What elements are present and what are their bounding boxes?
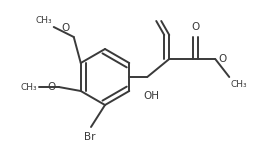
Text: O: O [191,22,199,32]
Text: O: O [61,23,70,33]
Text: O: O [48,82,56,92]
Text: CH₃: CH₃ [230,80,247,89]
Text: CH₃: CH₃ [20,83,37,91]
Text: CH₃: CH₃ [35,16,52,25]
Text: O: O [218,54,227,64]
Text: Br: Br [84,132,96,142]
Text: OH: OH [143,91,159,101]
